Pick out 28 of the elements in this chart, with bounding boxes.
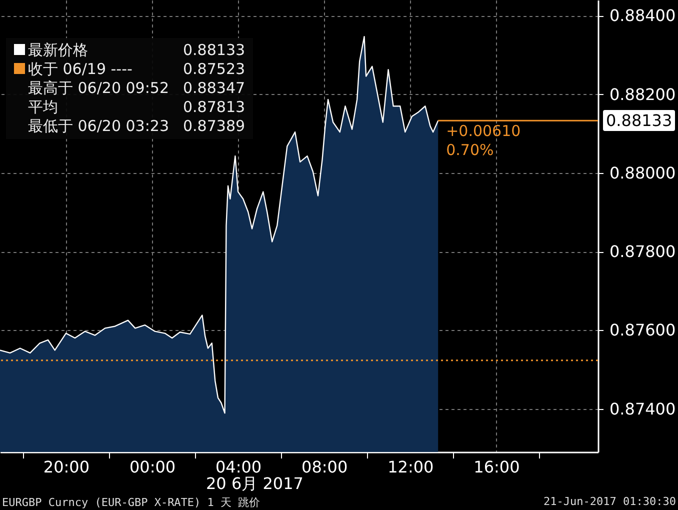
annotation: 收于 06/19 ---- [27, 60, 134, 79]
y-tick-label: 0.87800 [610, 242, 676, 262]
text: 20 6月 2017 [206, 474, 304, 495]
legend-label: 最新价格 [27, 41, 89, 60]
x-tick-label: 00:00 [129, 458, 176, 476]
x-tick-label: 08:00 [302, 458, 348, 476]
annotation: 最低于 06/20 03:23 [27, 117, 170, 136]
x-tick-label: 20:00 [43, 458, 90, 476]
annotation: 最高于 06/20 09:52 [27, 79, 170, 98]
x-tick-label: 04:00 [216, 458, 262, 476]
annotation: 平均 [27, 98, 59, 117]
annotation: 0.88133 [182, 41, 246, 60]
annotation: 0.87523 [182, 60, 246, 79]
text: EURGBP Curncy (EUR-GBP X-RATE) 1 天 跳价 [2, 495, 260, 510]
annotation: 0.70% [446, 140, 494, 159]
annotation: +0.00610 [446, 122, 521, 140]
x-tick-label: 16:00 [474, 458, 520, 476]
y-tick-label: 0.87400 [610, 399, 676, 418]
annotation: 0.88347 [182, 79, 246, 98]
annotation: 0.87813 [182, 98, 246, 117]
x-tick-label: 12:00 [388, 458, 434, 476]
y-tick-label: 0.87600 [610, 320, 676, 340]
ref-line-label: 0.88133 [603, 110, 676, 131]
y-tick-label: 0.88000 [610, 163, 676, 182]
y-tick-label: 0.88400 [610, 6, 676, 26]
text: 21-Jun-2017 01:30:30 [544, 495, 676, 508]
y-tick-label: 0.88200 [610, 84, 676, 104]
annotation: 0.87389 [182, 117, 246, 136]
